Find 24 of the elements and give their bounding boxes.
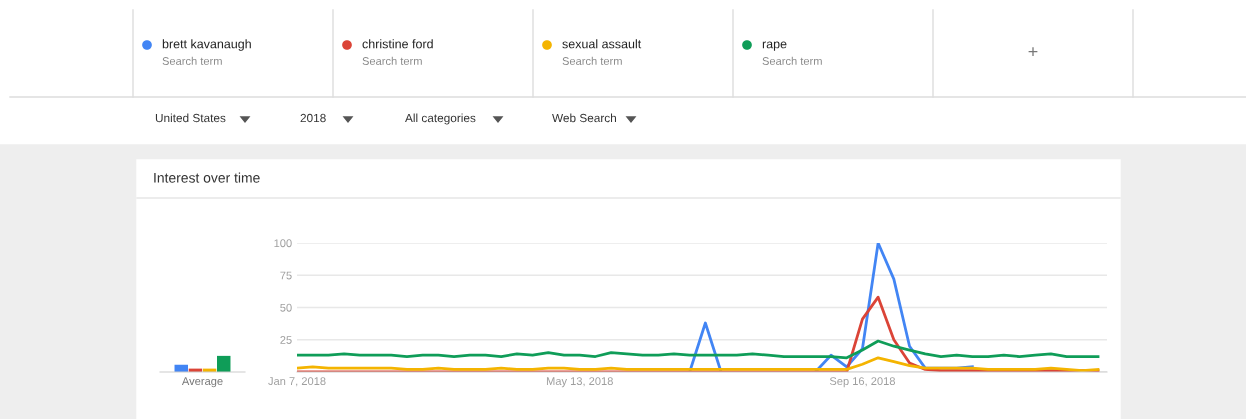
x-tick-label: Sep 16, 2018 xyxy=(829,377,895,388)
text: Search term xyxy=(562,56,622,65)
text: Search term xyxy=(362,56,422,65)
chart-title: Interest over time xyxy=(154,172,260,183)
line-series xyxy=(297,339,1100,360)
text: All categories xyxy=(405,113,476,125)
text: Search term xyxy=(762,56,822,65)
text: + xyxy=(1028,47,1038,57)
text: United States xyxy=(155,113,226,123)
line-series xyxy=(297,356,1100,372)
text: 2018 xyxy=(300,113,326,123)
y-tick-label: 50 xyxy=(280,303,292,312)
y-tick-label: 100 xyxy=(274,239,292,248)
x-tick-label: Jan 7, 2018 xyxy=(268,377,326,387)
x-tick-label: Average xyxy=(181,377,223,388)
legend-label: sexual assault xyxy=(562,39,642,49)
y-tick-label: 75 xyxy=(280,271,292,280)
legend-label: christine ford xyxy=(362,39,433,49)
x-tick-label: May 13, 2018 xyxy=(546,377,613,388)
text: Web Search xyxy=(552,113,616,123)
y-tick-label: 25 xyxy=(280,336,292,344)
legend-label: rape xyxy=(762,41,787,51)
text: Search term xyxy=(162,56,222,65)
legend-label: brett kavanaugh xyxy=(162,39,251,51)
